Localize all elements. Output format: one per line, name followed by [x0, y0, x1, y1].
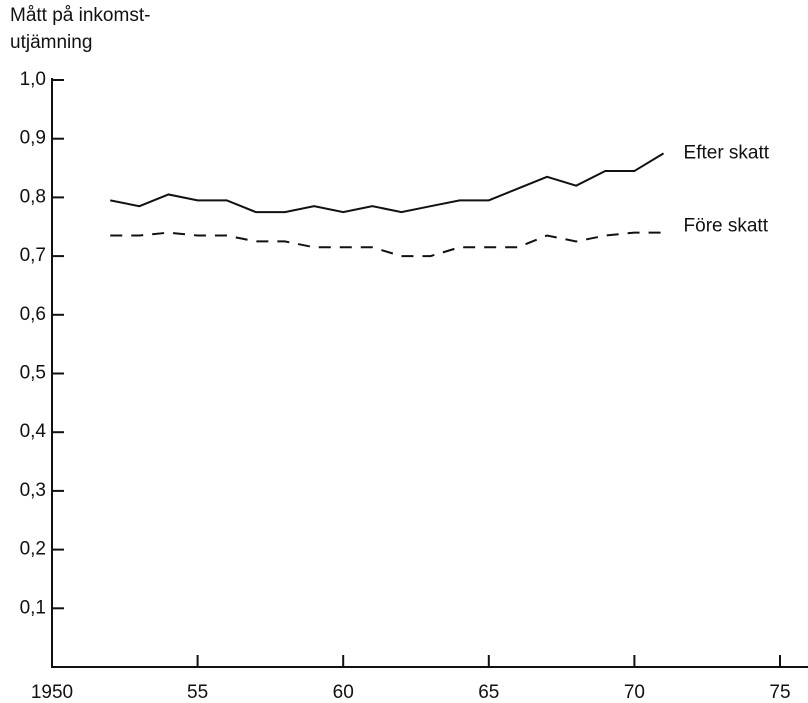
- x-tick-label: 70: [624, 682, 645, 703]
- series-label: Efter skatt: [684, 142, 770, 163]
- y-tick-label: 0,3: [20, 480, 46, 501]
- y-tick-label: 0,4: [20, 421, 47, 442]
- y-axis-label: Mått på inkomst-: [10, 5, 150, 26]
- y-tick-label: 0,5: [20, 363, 46, 384]
- y-tick-label: 0,8: [20, 186, 46, 207]
- series-label: Före skatt: [684, 216, 769, 237]
- y-tick-label: 0,1: [20, 597, 46, 618]
- x-tick-label: 65: [478, 682, 499, 703]
- y-tick-label: 1,0: [20, 69, 46, 90]
- x-tick-label: 75: [769, 682, 790, 703]
- y-tick-label: 0,9: [20, 128, 46, 149]
- y-tick-label: 0,7: [20, 245, 46, 266]
- x-tick-label: 55: [187, 682, 208, 703]
- y-tick-label: 0,2: [20, 539, 46, 560]
- y-axis-label: utjämning: [10, 32, 92, 53]
- line-series: [110, 231, 664, 258]
- x-tick-label: 1950: [31, 682, 73, 703]
- x-tick-label: 60: [333, 682, 354, 703]
- y-tick-label: 0,6: [20, 304, 46, 325]
- line-series: [110, 152, 665, 214]
